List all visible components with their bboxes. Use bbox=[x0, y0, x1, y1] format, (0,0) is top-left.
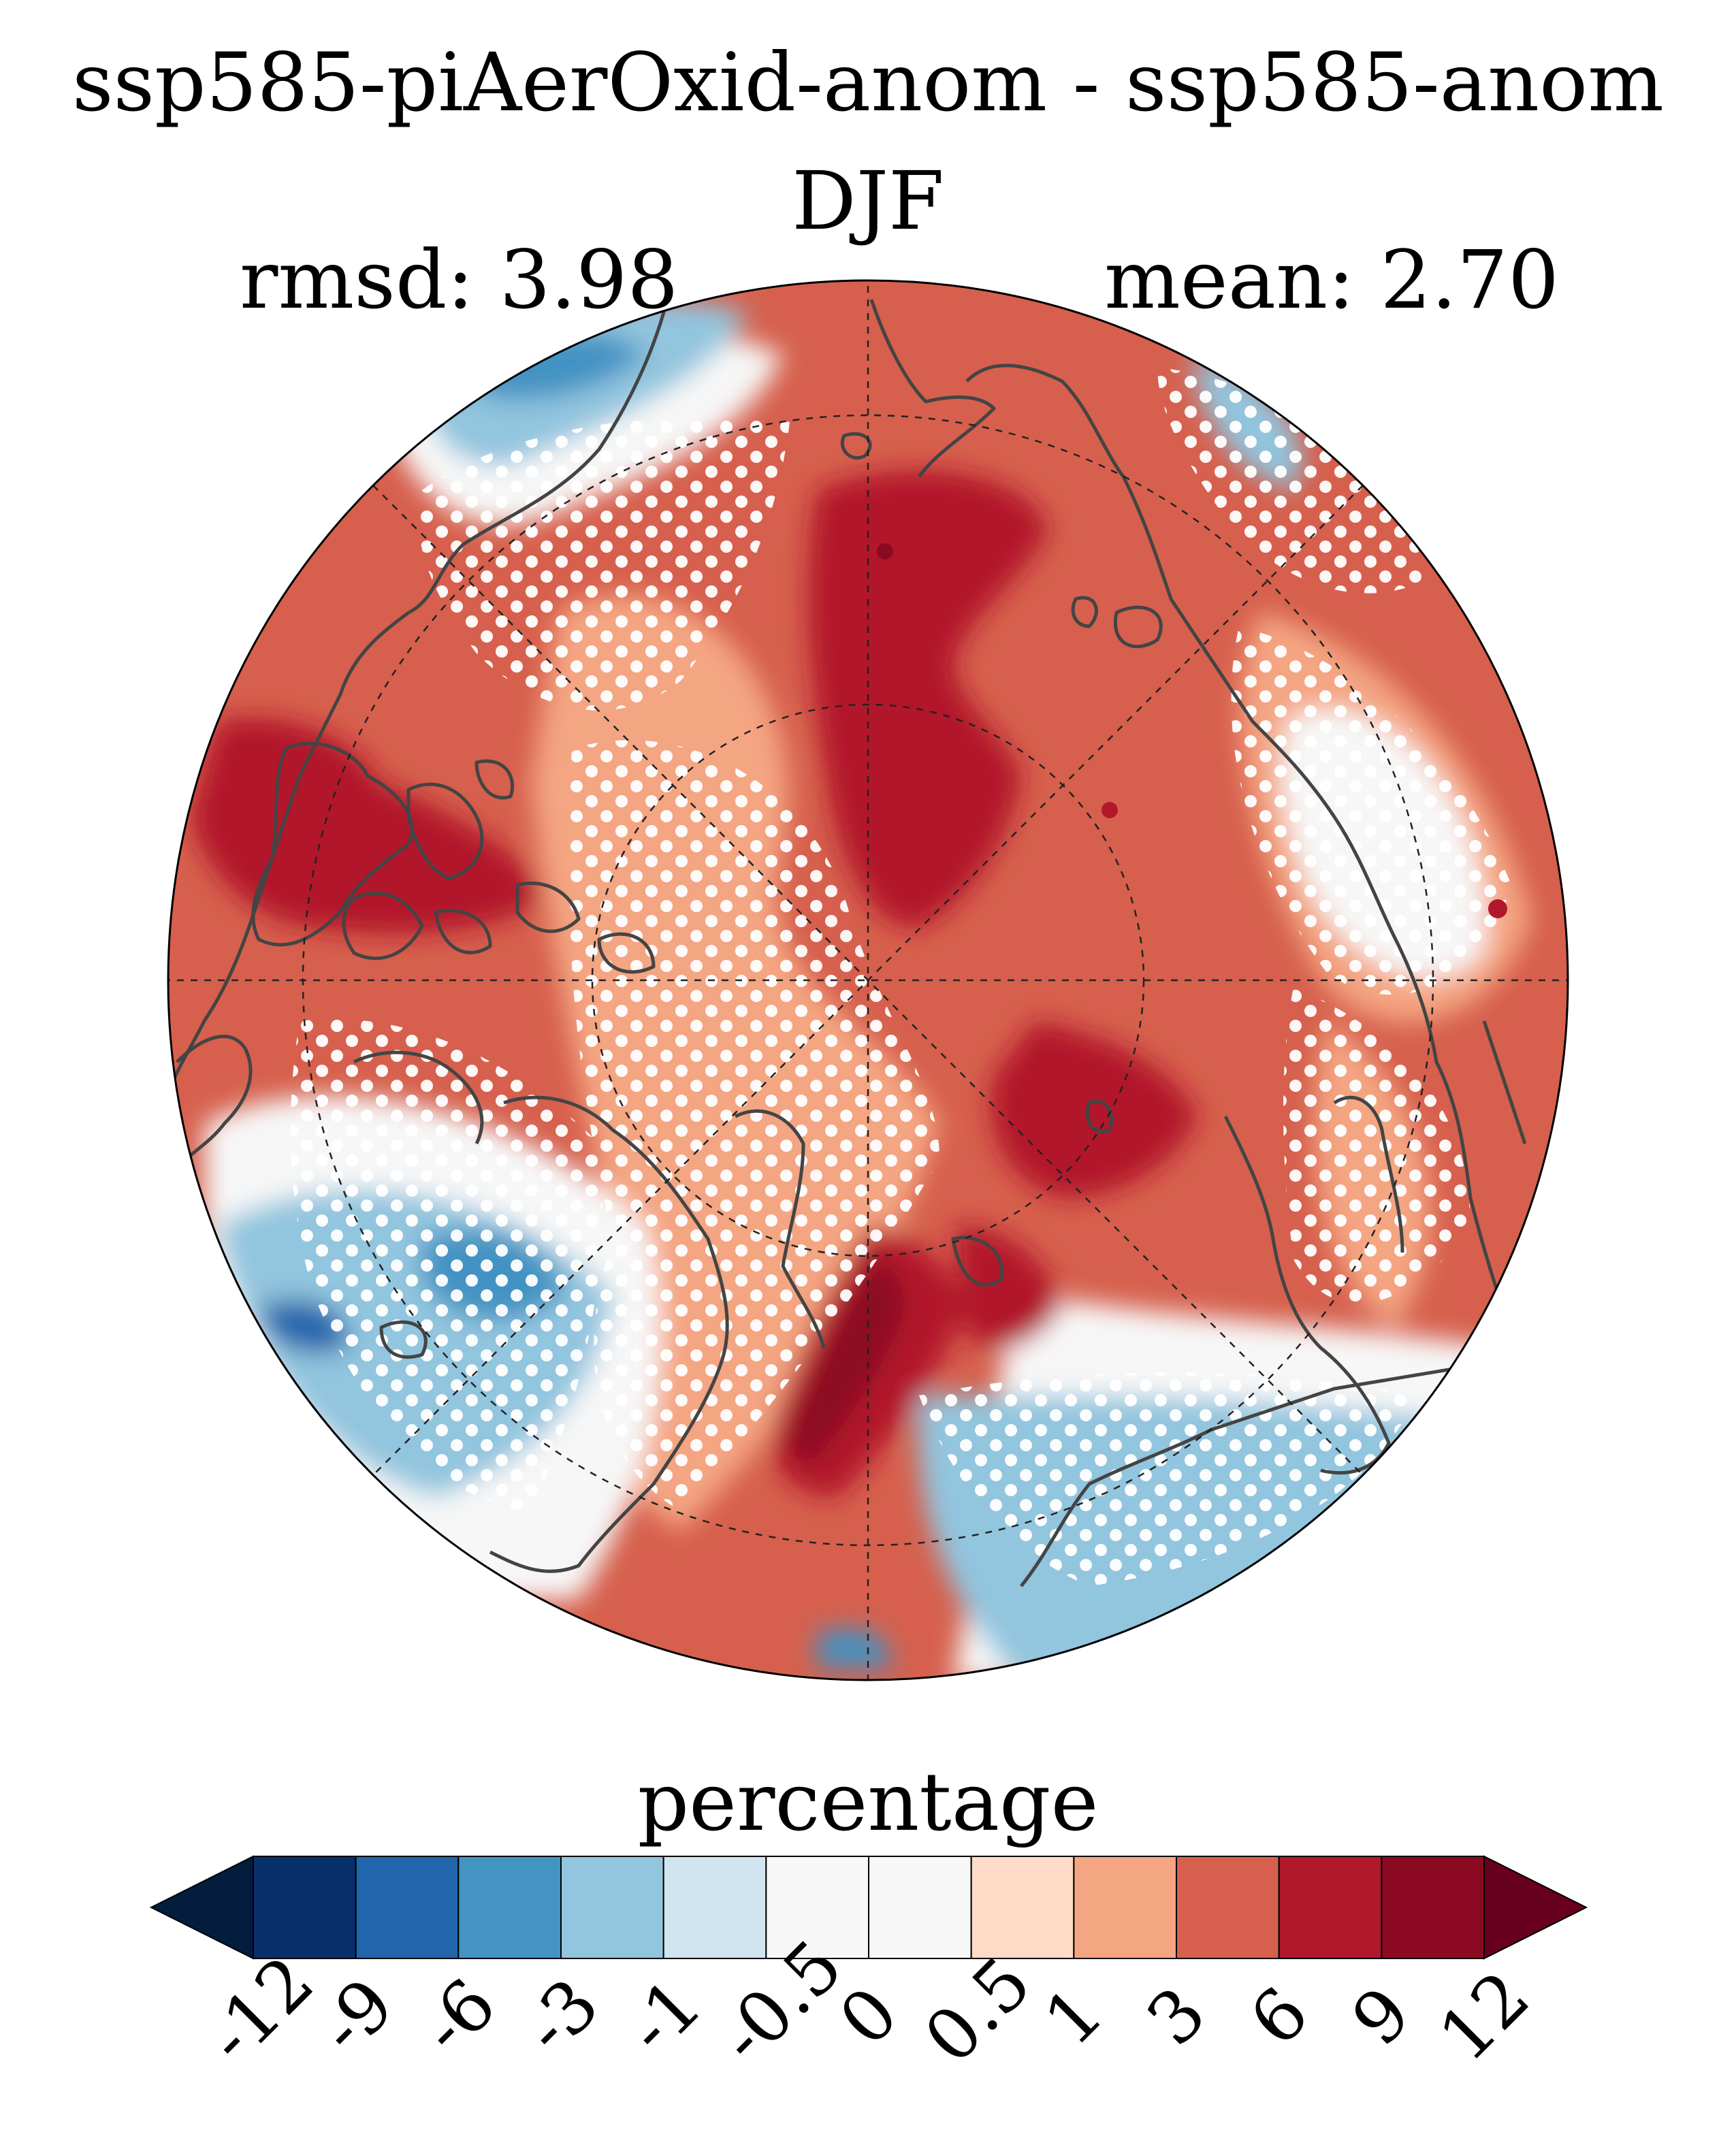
colorbar-extend-under bbox=[149, 1855, 254, 1960]
colorbar-segment bbox=[970, 1856, 1075, 1959]
colorbar-segment bbox=[1176, 1856, 1280, 1959]
colorbar-segment bbox=[355, 1856, 460, 1959]
colorbar-segment bbox=[457, 1856, 562, 1959]
colorbar-segment bbox=[1278, 1856, 1383, 1959]
map-boundary bbox=[167, 279, 1569, 1681]
anomaly-spot-ne bbox=[1102, 802, 1118, 818]
colorbar-segment bbox=[253, 1856, 357, 1959]
mean-label: mean: 2.70 bbox=[1104, 233, 1560, 327]
anomaly-spot-east bbox=[1488, 899, 1507, 918]
rmsd-label: rmsd: 3.98 bbox=[240, 233, 679, 327]
colorbar-segment bbox=[765, 1856, 870, 1959]
field-dark-red-south2 bbox=[953, 1225, 1062, 1349]
anomaly-spot-north bbox=[877, 543, 893, 560]
season-subtitle: DJF bbox=[792, 154, 944, 248]
colorbar-segment bbox=[1073, 1856, 1178, 1959]
colorbar-segment bbox=[1381, 1856, 1485, 1959]
significance-stippling bbox=[290, 368, 1511, 1586]
colorbar-segment bbox=[868, 1856, 972, 1959]
colorbar-extend-over bbox=[1483, 1855, 1588, 1960]
graticule bbox=[168, 280, 1568, 1680]
field-blue-south bbox=[817, 1628, 892, 1668]
colorbar-label: percentage bbox=[637, 1755, 1099, 1849]
colorbar-segment bbox=[662, 1856, 767, 1959]
field-dark-red-north bbox=[808, 470, 1048, 928]
field-darkest-red-south bbox=[789, 1259, 904, 1464]
colorbar-segment bbox=[560, 1856, 664, 1959]
figure-title: ssp585-piAerOxid-anom - ssp585-anom bbox=[71, 35, 1665, 129]
